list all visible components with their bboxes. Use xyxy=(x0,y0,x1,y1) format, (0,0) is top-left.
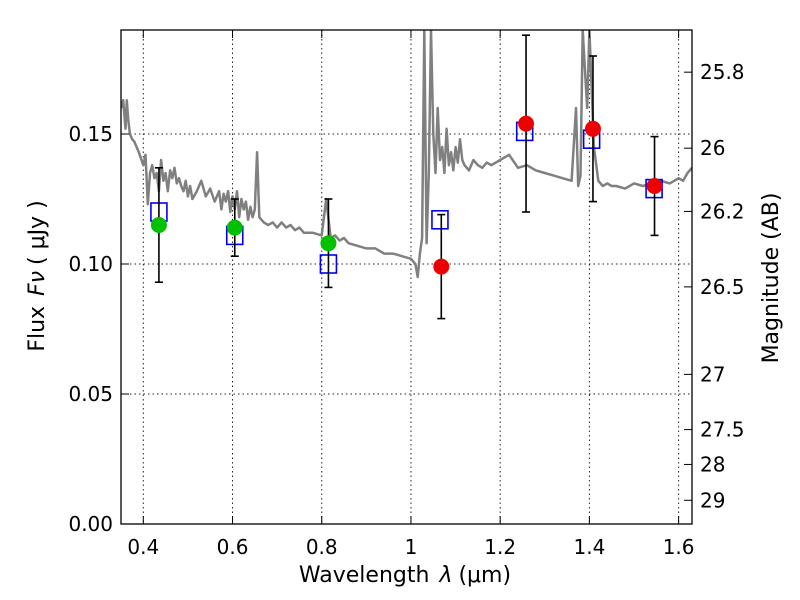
y-tick-label: 0.05 xyxy=(68,382,113,406)
plot-frame xyxy=(120,29,693,525)
x-tick-label: 1.4 xyxy=(573,535,605,559)
plot-area xyxy=(121,30,692,320)
nir-data-point xyxy=(433,258,450,275)
y-tick-label: 0.10 xyxy=(68,252,113,276)
nir-data-point xyxy=(646,178,663,194)
x-tick-label: 1.6 xyxy=(663,535,695,559)
axis-ticks: 0.4 0.6 0.8 1 1.2 1.4 1.6 0.00 0.05 0.10 0.15 25.8 2… xyxy=(68,30,745,559)
mag-tick-label: 29 xyxy=(700,488,725,512)
nir-data-point xyxy=(584,120,601,137)
y-tick-label: 0.15 xyxy=(68,122,113,146)
optical-data-point xyxy=(226,219,243,236)
mag-tick-label: 26 xyxy=(700,136,725,160)
x-tick-label: 0.6 xyxy=(217,535,249,559)
x-tick-label: 1 xyxy=(405,535,418,559)
model-square-marker xyxy=(431,210,449,230)
spectrum-line xyxy=(121,30,692,279)
x-axis-label: Wavelength λ (μm) xyxy=(299,563,511,588)
mag-tick-label: 25.8 xyxy=(700,60,745,84)
mag-tick-label: 27.5 xyxy=(700,418,745,442)
x-tick-label: 0.8 xyxy=(306,535,338,559)
x-tick-label: 1.2 xyxy=(484,535,516,559)
y-axis-label: FluxFν( μJy ) xyxy=(25,200,50,351)
x-tick-label: 0.4 xyxy=(127,535,159,559)
mag-tick-label: 26.5 xyxy=(700,275,745,299)
mag-tick-label: 28 xyxy=(700,452,725,476)
mag-tick-label: 27 xyxy=(700,362,725,386)
y-tick-label: 0.00 xyxy=(68,512,113,536)
optical-data-point xyxy=(320,235,337,252)
nir-data-point xyxy=(518,115,535,132)
mag-tick-label: 26.2 xyxy=(700,199,745,223)
grid-lines xyxy=(121,30,692,524)
optical-data-point xyxy=(150,217,167,233)
magnitude-axis-label: Magnitude (AB) xyxy=(759,193,784,364)
